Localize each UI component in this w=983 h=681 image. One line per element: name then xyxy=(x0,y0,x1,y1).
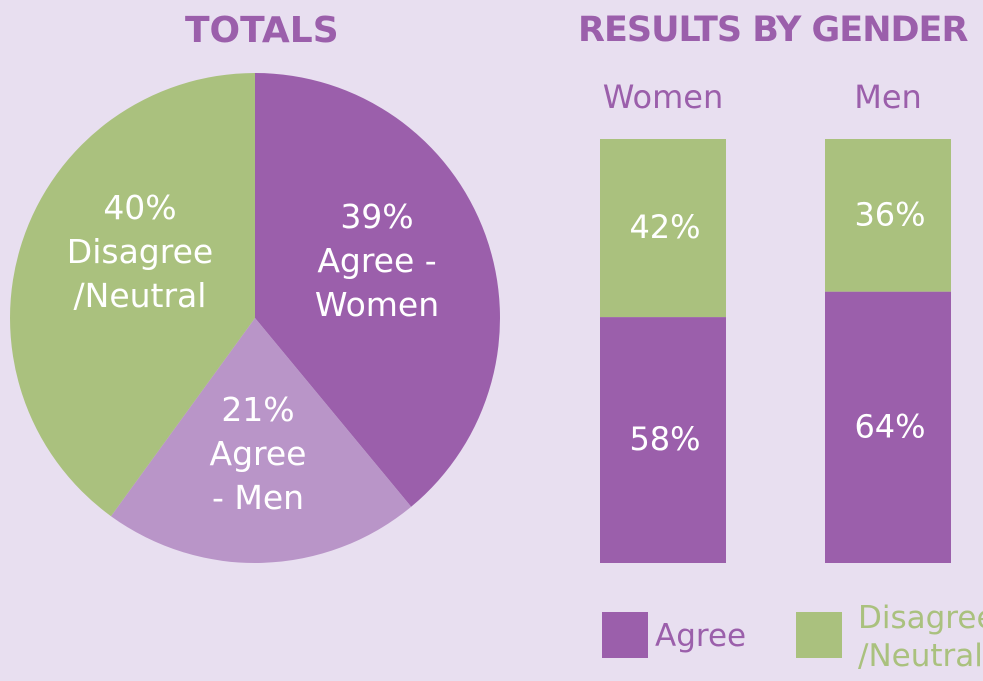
pie-slice-agree-men xyxy=(110,318,412,563)
bar-men-disagree-neutral xyxy=(825,139,951,292)
bar-label-men-disagree-neutral: 36% xyxy=(854,195,925,233)
legend-swatch-agree xyxy=(602,612,648,658)
results-by-gender-title: RESULTS BY GENDER xyxy=(578,10,968,50)
pie-label-agree-women: 39% Agree -Women xyxy=(315,197,439,324)
bar-label-women-agree: 58% xyxy=(629,420,700,458)
bar-women-agree xyxy=(600,317,726,563)
bar-women-disagree-neutral xyxy=(600,139,726,318)
totals-title: TOTALS xyxy=(185,10,339,51)
pie-label-disagree-neutral: 40% Disagree/Neutral xyxy=(67,188,213,315)
chart-legend: Agree Disagree/Neutral xyxy=(602,600,983,674)
pie-slice-disagree-neutral xyxy=(10,73,255,517)
pie-label-agree-men: 21% Agree - Men xyxy=(210,390,307,517)
legend-label-disagree-neutral: Disagree/Neutral xyxy=(858,600,983,674)
legend-swatch-disagree-neutral xyxy=(796,612,842,658)
bar-label-men-agree: 64% xyxy=(854,407,925,445)
category-label-men: Men xyxy=(854,78,922,116)
gender-stacked-bar-chart: Women 58% 42% Men 64% 36% xyxy=(600,78,951,563)
bar-men-agree xyxy=(825,291,951,563)
legend-label-agree: Agree xyxy=(655,618,746,654)
category-label-women: Women xyxy=(603,78,723,116)
bar-label-women-disagree-neutral: 42% xyxy=(629,208,700,246)
pie-slice-agree-women xyxy=(255,73,500,507)
